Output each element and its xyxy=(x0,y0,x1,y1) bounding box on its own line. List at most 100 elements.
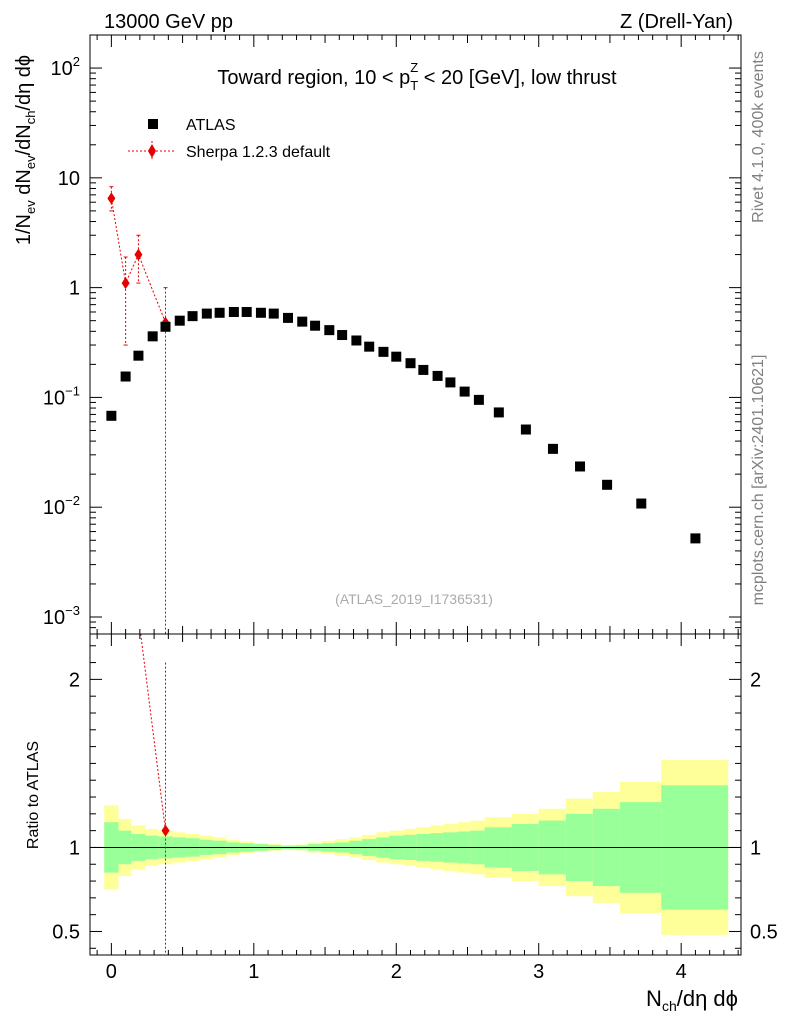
title-sub: T xyxy=(410,78,418,93)
atlas-point xyxy=(120,371,131,382)
atlas-point xyxy=(160,321,171,332)
y-tick-base: 10 xyxy=(51,58,73,80)
atlas-point xyxy=(351,335,362,346)
legend-atlas-marker xyxy=(148,119,158,129)
y-tick-label: 10−3 xyxy=(43,603,80,629)
main-y-axis-label: 1/Nev dNev/dNch/dη dϕ xyxy=(13,55,38,245)
legend-sherpa-label: Sherpa 1.2.3 default xyxy=(186,144,331,161)
mcplots-label: mcplots.cern.ch [arXiv:2401.10621] xyxy=(750,355,767,606)
y-tick-exp: 2 xyxy=(73,54,80,69)
atlas-point xyxy=(405,358,416,369)
ylabel-part-d: /dη dϕ xyxy=(13,55,35,111)
atlas-point xyxy=(547,443,558,454)
y-tick-exp: −2 xyxy=(65,493,80,508)
ylabel-part-c: /dN xyxy=(13,124,35,155)
ylabel-sub-b: ev xyxy=(23,155,38,169)
xlabel-main: N xyxy=(646,986,662,1011)
atlas-point xyxy=(147,331,158,342)
ratio-sherpa-point xyxy=(161,824,170,837)
legend-sherpa-marker xyxy=(148,144,156,158)
atlas-point xyxy=(364,341,375,352)
ylabel-part-a: 1/N xyxy=(13,214,35,245)
y-tick-label: 10−1 xyxy=(43,383,80,409)
chart-title: Toward region, 10 < pZ T < 20 [GeV], low … xyxy=(217,60,617,93)
atlas-point xyxy=(432,370,443,381)
sherpa-point xyxy=(107,192,116,205)
ylabel-sub-c: ch xyxy=(23,111,38,125)
y-tick-exp: −1 xyxy=(65,383,80,398)
atlas-point xyxy=(418,364,429,375)
atlas-point xyxy=(255,307,266,318)
ylabel-part-b: dN xyxy=(13,169,35,200)
ylabel-sub-a: ev xyxy=(23,200,38,214)
atlas-point xyxy=(575,461,586,472)
y-tick-base: 10 xyxy=(43,607,65,629)
atlas-point xyxy=(214,307,225,318)
xlabel-sub: ch xyxy=(662,998,677,1014)
atlas-point xyxy=(391,351,402,362)
y-tick-label: 102 xyxy=(51,54,80,80)
y-tick-label: 10−2 xyxy=(43,493,80,519)
ratio-tick-label-right: 1 xyxy=(750,837,761,859)
atlas-point xyxy=(602,479,613,490)
sherpa-series xyxy=(107,186,170,634)
atlas-point xyxy=(241,306,252,317)
ratio-sherpa-line xyxy=(140,633,166,831)
rivet-label: Rivet 4.1.0, 400k events xyxy=(750,51,767,223)
x-tick-label: 4 xyxy=(676,961,687,983)
atlas-point xyxy=(493,407,504,418)
atlas-point xyxy=(187,311,198,322)
atlas-point xyxy=(297,316,308,327)
atlas-point xyxy=(690,533,701,544)
header-left: 13000 GeV pp xyxy=(104,11,233,33)
atlas-point xyxy=(201,308,212,319)
atlas-point xyxy=(268,308,279,319)
title-prefix: Toward region, 10 < p xyxy=(217,67,410,89)
header-right: Z (Drell-Yan) xyxy=(620,11,733,33)
atlas-point xyxy=(445,377,456,388)
title-suffix: < 20 [GeV], low thrust xyxy=(418,67,617,89)
analysis-id: (ATLAS_2019_I1736531) xyxy=(335,591,493,607)
x-tick-label: 3 xyxy=(533,961,544,983)
atlas-point xyxy=(324,325,335,336)
ratio-y-axis-label: Ratio to ATLAS xyxy=(25,741,42,849)
atlas-point xyxy=(310,320,321,331)
y-tick-exp: −3 xyxy=(65,603,80,618)
y-tick-label: 10 xyxy=(58,168,80,190)
atlas-point xyxy=(520,424,531,435)
sherpa-line xyxy=(110,198,166,323)
atlas-point xyxy=(636,498,647,509)
xlabel-rest: /dη dϕ xyxy=(677,986,738,1011)
ratio-frame xyxy=(89,633,742,956)
axes xyxy=(89,34,742,956)
ratio-tick-label-right: 2 xyxy=(750,669,761,691)
atlas-point xyxy=(106,410,117,421)
x-tick-label: 0 xyxy=(106,961,117,983)
y-tick-base: 10 xyxy=(43,497,65,519)
legend-atlas-label: ATLAS xyxy=(186,117,236,134)
sherpa-point xyxy=(134,248,143,261)
ratio-tick-label-left: 0.5 xyxy=(52,921,80,943)
y-tick-base: 10 xyxy=(43,387,65,409)
atlas-point xyxy=(228,306,239,317)
ratio-tick-label-left: 1 xyxy=(69,837,80,859)
atlas-point xyxy=(378,346,389,357)
x-tick-label: 1 xyxy=(248,961,259,983)
x-axis-label: Nch/dη dϕ xyxy=(646,986,738,1014)
legend: ATLAS Sherpa 1.2.3 default xyxy=(128,117,331,161)
atlas-point xyxy=(337,330,348,341)
atlas-point xyxy=(174,315,185,326)
x-tick-label: 2 xyxy=(391,961,402,983)
atlas-point xyxy=(473,394,484,405)
ratio-sherpa-points xyxy=(140,633,170,955)
atlas-series xyxy=(106,306,701,544)
sherpa-point xyxy=(121,277,130,290)
atlas-point xyxy=(283,312,294,323)
atlas-point xyxy=(133,350,144,361)
title-sup: Z xyxy=(410,60,418,75)
ratio-tick-label-left: 2 xyxy=(69,669,80,691)
atlas-point xyxy=(459,386,470,397)
ratio-tick-label-right: 0.5 xyxy=(750,921,778,943)
